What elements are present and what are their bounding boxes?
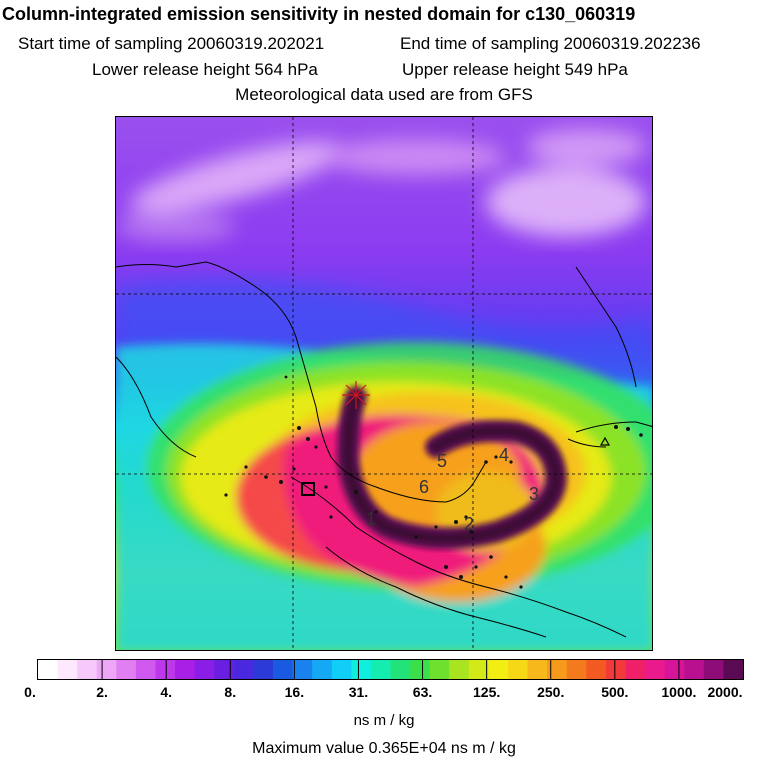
lower-release-height: Lower release height 564 hPa	[92, 60, 318, 79]
colorbar-tick-label: 0.	[24, 684, 36, 700]
colorbar-swatch	[57, 660, 78, 679]
colorbar-swatch	[625, 660, 646, 679]
start-time: Start time of sampling 20060319.202021	[18, 34, 325, 53]
colorbar-tick-label: 31.	[348, 684, 369, 700]
coastlines	[116, 261, 652, 638]
colorbar-tick-label: 500.	[601, 684, 629, 700]
release-marker-5: 5	[437, 451, 447, 471]
upper-release-height: Upper release height 549 hPa	[402, 60, 628, 79]
colorbar-swatch	[155, 660, 176, 679]
colorbar-swatch	[292, 660, 313, 679]
colorbar-swatch	[527, 660, 548, 679]
release-marker-6: 6	[419, 477, 429, 497]
release-marker-3: 3	[529, 484, 539, 504]
colorbar-swatch	[38, 660, 59, 679]
colorbar-swatch	[194, 660, 215, 679]
colorbar-swatches	[38, 660, 743, 679]
end-time: End time of sampling 20060319.202236	[400, 34, 701, 53]
colorbar-unit: ns m / kg	[353, 712, 415, 729]
met-data-note: Meteorological data used are from GFS	[235, 85, 533, 104]
colorbar-swatch	[566, 660, 587, 679]
colorbar	[37, 659, 744, 680]
colorbar-tick-label: 2.	[96, 684, 108, 700]
high-sensitivity-swirl	[336, 386, 568, 550]
colorbar-swatch	[135, 660, 156, 679]
triangle-marker-icon	[599, 436, 611, 446]
colorbar-swatch	[468, 660, 489, 679]
point-sources	[224, 375, 643, 589]
colorbar-tick-label: 2000.	[707, 684, 743, 700]
colorbar-tick-label: 4.	[160, 684, 173, 700]
colorbar-tick-label: 1000.	[661, 684, 697, 700]
colorbar-swatch	[116, 660, 137, 679]
colorbar-swatch	[312, 660, 333, 679]
release-marker-4: 4	[499, 445, 509, 465]
colorbar-swatch	[77, 660, 98, 679]
square-marker-icon	[301, 482, 315, 496]
colorbar-swatch	[684, 660, 705, 679]
colorbar-swatch	[449, 660, 470, 679]
colorbar-swatch	[605, 660, 626, 679]
low-sensitivity-streaks	[116, 129, 646, 241]
map-canvas: 1 2 3 4 5 6	[116, 117, 652, 650]
release-marker-2: 2	[464, 514, 474, 534]
colorbar-swatch	[723, 660, 743, 679]
colorbar-swatch	[233, 660, 254, 679]
colorbar-swatch	[703, 660, 724, 679]
title-text: Column-integrated emission sensitivity i…	[2, 4, 636, 24]
colorbar-tick-label: 250.	[537, 684, 565, 700]
colorbar-swatch	[370, 660, 391, 679]
colorbar-swatch	[488, 660, 509, 679]
colorbar-swatch	[664, 660, 685, 679]
colorbar-swatch	[390, 660, 411, 679]
colorbar-swatch	[586, 660, 607, 679]
plume-contours	[116, 342, 652, 650]
colorbar-swatch	[331, 660, 352, 679]
colorbar-swatch	[96, 660, 117, 679]
release-markers: 1 2 3 4 5 6	[366, 445, 539, 534]
colorbar-swatch	[429, 660, 450, 679]
colorbar-tick-label: 125.	[473, 684, 501, 700]
colorbar-swatch	[351, 660, 372, 679]
colorbar-swatch	[547, 660, 568, 679]
colorbar-swatch	[410, 660, 431, 679]
colorbar-tick-label: 63.	[412, 684, 433, 700]
colorbar-swatch	[645, 660, 666, 679]
colorbar-tick-label: 16.	[284, 684, 305, 700]
colorbar-tick-label: 8.	[224, 684, 237, 700]
lat-lon-grid	[116, 117, 652, 650]
release-marker-1: 1	[366, 509, 376, 529]
colorbar-swatch	[273, 660, 294, 679]
colorbar-swatch	[253, 660, 274, 679]
colorbar-swatch	[508, 660, 529, 679]
maximum-value: Maximum value 0.365E+04 ns m / kg	[252, 740, 516, 757]
receptor-star-icon	[342, 381, 370, 409]
colorbar-swatch	[175, 660, 196, 679]
sensitivity-map: 1 2 3 4 5 6	[115, 116, 653, 651]
colorbar-swatch	[214, 660, 235, 679]
